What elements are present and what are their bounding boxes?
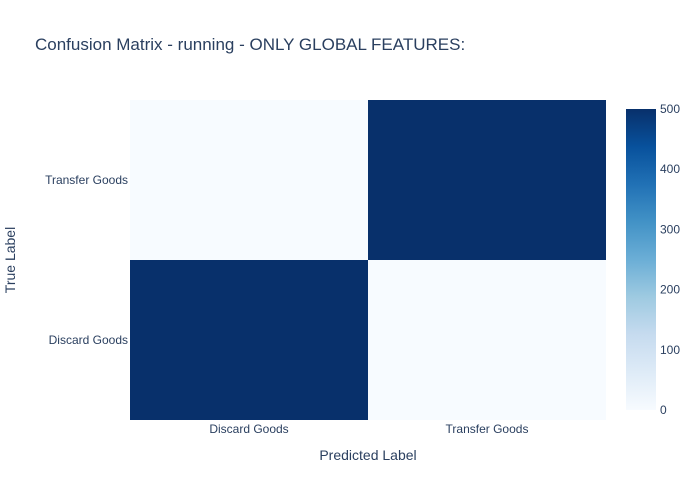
y-tick-label: Transfer Goods <box>45 173 128 187</box>
colorbar-tick-label: 200 <box>660 283 680 297</box>
colorbar-tick-label: 300 <box>660 222 680 236</box>
x-tick-label: Transfer Goods <box>446 422 529 436</box>
heatmap-cells <box>130 100 606 420</box>
colorbar-tick-label: 100 <box>660 343 680 357</box>
colorbar-tick-label: 0 <box>660 403 667 417</box>
y-axis-ticks: Discard Goods Transfer Goods <box>45 173 128 347</box>
colorbar-ticks: 0 100 200 300 400 500 <box>660 102 680 417</box>
heatmap-cell-1-0 <box>130 100 368 260</box>
colorbar-tick-label: 400 <box>660 162 680 176</box>
y-axis-title: True Label <box>2 227 18 293</box>
colorbar-tick-label: 500 <box>660 102 680 116</box>
colorbar <box>626 109 656 410</box>
x-axis-ticks: Discard Goods Transfer Goods <box>209 422 528 436</box>
heatmap-cell-0-0 <box>130 260 368 420</box>
heatmap-cell-1-1 <box>368 100 606 260</box>
x-tick-label: Discard Goods <box>209 422 288 436</box>
x-axis-title: Predicted Label <box>319 447 416 463</box>
heatmap-cell-0-1 <box>368 260 606 420</box>
y-tick-label: Discard Goods <box>49 333 128 347</box>
chart-title: Confusion Matrix - running - ONLY GLOBAL… <box>35 35 465 54</box>
